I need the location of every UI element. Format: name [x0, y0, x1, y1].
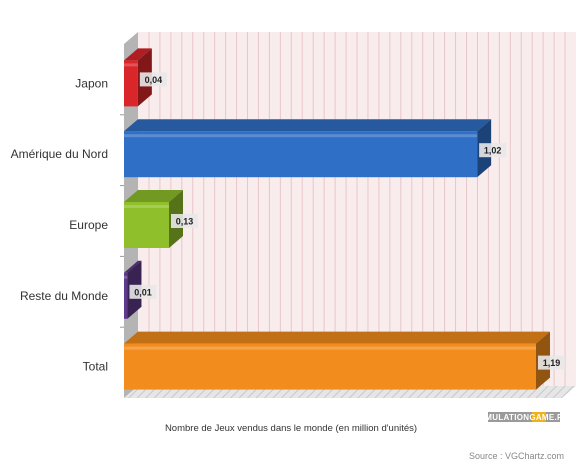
- bar-front-face: [124, 272, 128, 319]
- bar-top-face: [124, 331, 550, 344]
- category-label: Amérique du Nord: [11, 147, 108, 161]
- bar-highlight: [124, 205, 170, 208]
- data-label-text: 1,02: [484, 146, 502, 156]
- x-axis-title: Nombre de Jeux vendus dans le monde (en …: [165, 423, 417, 434]
- data-label-text: 1,19: [543, 358, 561, 368]
- bar-top-face: [124, 119, 492, 132]
- data-label: 0,13: [171, 214, 199, 228]
- data-label: 0,04: [139, 72, 167, 87]
- bar-highlight: [124, 275, 128, 279]
- bar-front-face: [124, 60, 138, 107]
- svg-text:EMULATIONGAME.FR: EMULATIONGAME.FR: [480, 413, 569, 422]
- data-label-text: 0,13: [176, 217, 194, 227]
- bar-2: [124, 119, 492, 178]
- data-label-text: 0,04: [145, 75, 163, 85]
- data-label: 1,02: [479, 143, 507, 158]
- data-label: 0,01: [129, 284, 157, 299]
- bar-highlight: [124, 63, 138, 67]
- data-label-box: [479, 143, 507, 158]
- data-label-box: [171, 214, 199, 228]
- category-label: Japon: [75, 76, 108, 90]
- bar-front-face: [124, 343, 536, 390]
- data-label-box: [139, 72, 167, 87]
- data-labels: 0,04 1,02 0,13 0,01 1,19: [129, 72, 565, 370]
- data-label: 1,19: [538, 355, 565, 370]
- bar-5: [124, 331, 550, 390]
- data-label-box: [129, 284, 157, 299]
- source-note: Source : VGChartz.com: [469, 451, 564, 461]
- bars: [124, 48, 550, 390]
- bar-top-face: [124, 190, 184, 202]
- data-label-text: 0,01: [134, 287, 152, 297]
- category-label: Total: [83, 360, 108, 374]
- data-label-box: [538, 355, 565, 370]
- category-label: Europe: [69, 218, 108, 232]
- bar-front-face: [124, 131, 478, 178]
- bar-highlight: [124, 134, 478, 138]
- bar-top-face: [124, 48, 152, 61]
- category-labels: Japon Amérique du Nord Europe Reste du Mond…: [11, 76, 109, 373]
- category-label: Reste du Monde: [20, 289, 108, 303]
- watermark-logo: EMULATIONGAME.FR: [480, 412, 569, 422]
- bar-top-face: [124, 260, 142, 273]
- bar-front-face: [124, 202, 170, 248]
- bar-highlight: [124, 346, 536, 350]
